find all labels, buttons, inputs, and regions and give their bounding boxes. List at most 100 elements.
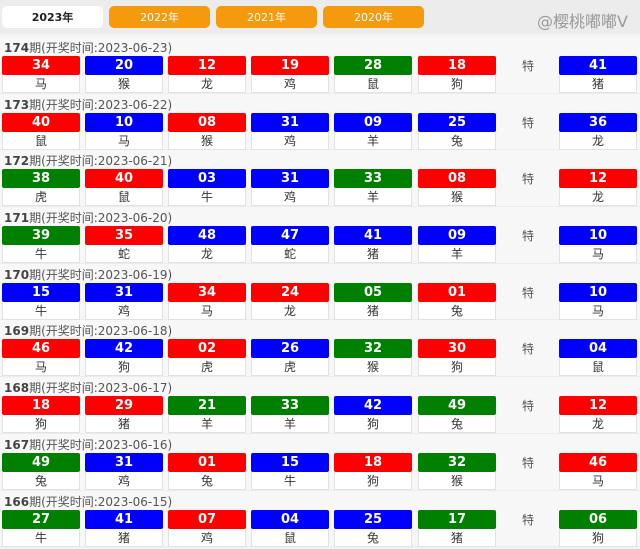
zodiac: 龙	[559, 415, 637, 434]
issue-number: 171	[4, 211, 30, 226]
zodiac: 兔	[168, 471, 246, 490]
ball: 32 猴	[418, 452, 496, 490]
draw-header: 167期(开奖时间:2023-06-16)	[4, 436, 172, 453]
ball-number: 19	[251, 56, 329, 75]
ball-number: 27	[2, 509, 80, 529]
zodiac: 鼠	[251, 528, 329, 547]
ball-number: 33	[251, 396, 329, 416]
ball-number: 31	[85, 282, 163, 302]
zodiac: 猴	[418, 188, 496, 207]
issue-number: 173	[4, 97, 30, 112]
ball: 26 虎	[251, 339, 329, 377]
ball-number: 10	[559, 282, 637, 302]
draw-date: 期(开奖时间:2023-06-16)	[29, 437, 173, 452]
special-ball: 10 马	[559, 282, 637, 320]
ball: 33 羊	[251, 396, 329, 434]
ball: 46 马	[2, 339, 80, 377]
special-label: 特	[521, 399, 534, 414]
zodiac: 狗	[418, 75, 496, 93]
ball: 07 鸡	[168, 509, 246, 547]
ball-number: 28	[334, 56, 412, 75]
zodiac: 鸡	[251, 188, 329, 207]
zodiac: 马	[2, 75, 80, 93]
zodiac: 羊	[334, 188, 412, 207]
zodiac: 猪	[418, 528, 496, 547]
ball: 09 羊	[418, 226, 496, 264]
ball-number: 09	[334, 112, 412, 132]
ball-number: 15	[2, 282, 80, 302]
zodiac: 牛	[2, 245, 80, 264]
special-ball: 06 狗	[559, 509, 637, 547]
ball: 08 猴	[418, 169, 496, 207]
ball: 25 兔	[418, 112, 496, 150]
ball-number: 41	[559, 56, 637, 75]
year-tabs: 2023年 2022年 2021年 2020年 @樱桃嘟嘟V	[0, 0, 640, 34]
zodiac: 鼠	[334, 75, 412, 93]
ball: 39 牛	[2, 226, 80, 264]
ball: 01 兔	[418, 282, 496, 320]
zodiac: 鼠	[85, 188, 163, 207]
draw-row: 170期(开奖时间:2023-06-19) 15 牛 31 鸡 34 马 24 龙 05 猪 01 兔特…	[0, 263, 640, 321]
ball: 21 羊	[168, 396, 246, 434]
zodiac: 马	[559, 245, 637, 264]
draw-header: 173期(开奖时间:2023-06-22)	[4, 96, 172, 113]
draw-date: 期(开奖时间:2023-06-20)	[29, 211, 173, 226]
draw-row: 168期(开奖时间:2023-06-17) 18 狗 29 猪 21 羊 33 羊 42 狗 49 兔特…	[0, 377, 640, 434]
tab-2022[interactable]: 2022年	[109, 6, 210, 28]
ball-number: 36	[559, 112, 637, 132]
ball: 33 羊	[334, 169, 412, 207]
zodiac: 龙	[251, 301, 329, 320]
ball: 04 鼠	[251, 509, 329, 547]
ball-number: 08	[168, 112, 246, 132]
issue-number: 169	[4, 324, 30, 339]
zodiac: 马	[2, 358, 80, 377]
special-label: 特	[521, 115, 534, 130]
draw-header: 171期(开奖时间:2023-06-20)	[4, 209, 172, 226]
tab-2023[interactable]: 2023年	[2, 6, 103, 28]
tab-2021[interactable]: 2021年	[216, 6, 317, 28]
draw-header: 168期(开奖时间:2023-06-17)	[4, 379, 172, 396]
draw-date: 期(开奖时间:2023-06-18)	[29, 324, 173, 339]
issue-number: 166	[4, 494, 30, 509]
ball: 27 牛	[2, 509, 80, 547]
zodiac: 虎	[168, 358, 246, 377]
issue-number: 170	[4, 267, 30, 282]
draw-row: 171期(开奖时间:2023-06-20) 39 牛 35 蛇 48 龙 47 蛇 41 猪 09 羊特…	[0, 207, 640, 264]
ball-number: 15	[251, 452, 329, 472]
ball-number: 12	[168, 56, 246, 75]
draw-date: 期(开奖时间:2023-06-17)	[29, 381, 173, 396]
zodiac: 鼠	[2, 131, 80, 150]
ball-number: 09	[418, 226, 496, 246]
special-label: 特	[521, 172, 534, 187]
zodiac: 马	[85, 131, 163, 150]
ball-number: 42	[334, 396, 412, 416]
zodiac: 牛	[2, 528, 80, 547]
draw-list: 174期(开奖时间:2023-06-23) 34 马 20 猴 12 龙 19 鸡 28 鼠 18 狗特…	[0, 37, 640, 548]
zodiac: 牛	[168, 188, 246, 207]
ball-number: 46	[2, 339, 80, 359]
ball: 09 羊	[334, 112, 412, 150]
special-label: 特	[521, 285, 534, 300]
ball: 12 龙	[168, 56, 246, 93]
watermark: @樱桃嘟嘟V	[537, 12, 628, 31]
ball-number: 47	[251, 226, 329, 246]
ball-number: 40	[2, 112, 80, 132]
zodiac: 羊	[334, 131, 412, 150]
ball: 31 鸡	[85, 452, 163, 490]
zodiac: 狗	[418, 358, 496, 377]
ball: 42 狗	[85, 339, 163, 377]
ball-number: 34	[2, 56, 80, 75]
draw-header: 166期(开奖时间:2023-06-15)	[4, 493, 172, 510]
ball: 41 猪	[334, 226, 412, 264]
ball: 01 兔	[168, 452, 246, 490]
tab-2020[interactable]: 2020年	[323, 6, 424, 28]
zodiac: 羊	[251, 415, 329, 434]
draw-header: 172期(开奖时间:2023-06-21)	[4, 152, 172, 169]
zodiac: 虎	[2, 188, 80, 207]
special-label: 特	[521, 229, 534, 244]
ball: 31 鸡	[251, 169, 329, 207]
draw-header: 169期(开奖时间:2023-06-18)	[4, 322, 172, 339]
ball-number: 40	[85, 169, 163, 189]
ball: 41 猪	[85, 509, 163, 547]
ball: 03 牛	[168, 169, 246, 207]
